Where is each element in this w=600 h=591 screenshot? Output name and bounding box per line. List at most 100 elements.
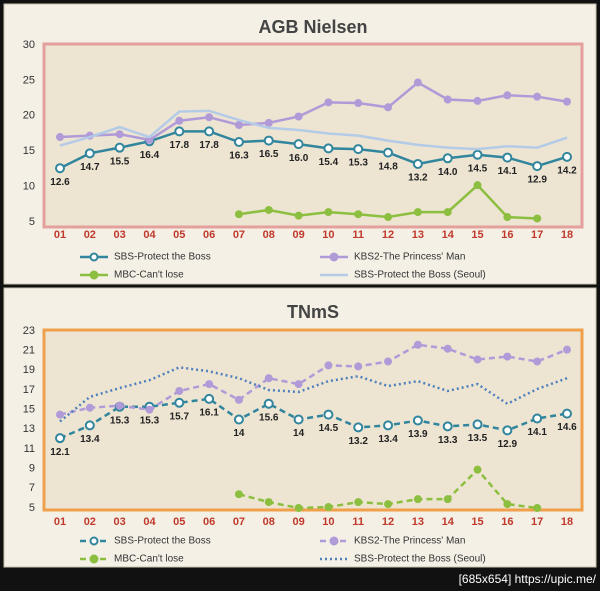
x-tick-label: 13 [412, 516, 424, 528]
x-tick-label: 04 [143, 516, 156, 528]
marker [443, 95, 452, 104]
marker [413, 78, 422, 87]
marker [175, 116, 184, 125]
y-tick-label: 11 [24, 443, 35, 455]
x-tick-label: 01 [54, 516, 66, 528]
x-tick-label: 17 [531, 516, 543, 528]
value-label: 14.0 [438, 167, 458, 178]
y-tick-label: 15 [23, 145, 35, 157]
marker [412, 415, 423, 426]
marker [145, 135, 154, 144]
legend-marker [89, 252, 99, 262]
marker [473, 465, 482, 474]
marker [503, 91, 512, 100]
x-tick-label: 15 [471, 229, 483, 241]
x-tick-label: 16 [501, 516, 513, 528]
x-tick-label: 18 [561, 229, 573, 241]
x-tick-label: 10 [322, 516, 334, 528]
x-tick-label: 10 [322, 229, 334, 241]
marker [204, 126, 215, 137]
marker [294, 380, 303, 389]
y-tick-label: 17 [23, 384, 35, 396]
legend-label: SBS-Protect the Boss [114, 536, 211, 547]
marker [324, 98, 333, 107]
marker [234, 395, 243, 404]
marker [472, 149, 483, 160]
y-tick-label: 19 [23, 364, 35, 376]
marker [502, 425, 513, 436]
x-tick-label: 09 [292, 229, 304, 241]
value-label: 13.4 [378, 434, 398, 445]
marker [294, 112, 303, 121]
value-label: 14.2 [557, 166, 577, 177]
series-line [59, 366, 568, 423]
marker [384, 500, 393, 509]
marker [263, 135, 274, 146]
x-tick-label: 14 [442, 229, 455, 241]
x-tick-label: 14 [442, 516, 455, 528]
marker [563, 345, 571, 354]
y-tick-label: 13 [23, 423, 35, 435]
legend-marker [89, 536, 99, 546]
marker [532, 161, 543, 172]
marker [532, 413, 543, 424]
value-label: 14 [293, 428, 305, 439]
marker [56, 133, 64, 142]
value-label: 16.5 [259, 149, 279, 160]
marker [353, 422, 364, 433]
x-tick-label: 07 [233, 516, 245, 528]
legend-label: SBS-Protect the Boss (Seoul) [354, 554, 486, 565]
value-label: 13.4 [80, 434, 100, 445]
chart-title: TNmS [287, 302, 339, 322]
marker [354, 362, 363, 371]
x-tick-label: 12 [382, 229, 394, 241]
marker [503, 213, 512, 222]
marker [503, 500, 512, 509]
marker [234, 121, 243, 130]
marker [384, 357, 393, 366]
y-tick-label: 21 [23, 345, 35, 357]
value-label: 12.1 [50, 447, 70, 458]
chart-title: AGB Nielsen [258, 17, 367, 37]
y-tick-label: 7 [29, 482, 35, 494]
x-tick-label: 17 [531, 229, 543, 241]
value-label: 16.0 [289, 153, 309, 164]
marker [264, 374, 273, 383]
marker [264, 498, 273, 507]
y-tick-label: 9 [29, 463, 35, 475]
x-tick-label: 13 [412, 229, 424, 241]
plot-area [42, 328, 584, 512]
value-label: 13.5 [468, 433, 488, 444]
series-line [59, 81, 568, 142]
legend-marker [89, 270, 99, 280]
value-label: 15.7 [170, 411, 190, 422]
x-tick-label: 03 [114, 229, 126, 241]
marker [205, 113, 214, 122]
x-tick-label: 06 [203, 516, 215, 528]
legend-label: SBS-Protect the Boss [114, 252, 211, 263]
series-line [59, 343, 568, 416]
x-tick-label: 09 [292, 516, 304, 528]
marker [563, 97, 571, 106]
marker [293, 414, 304, 425]
marker [234, 210, 243, 219]
value-label: 15.3 [349, 158, 369, 169]
marker [533, 357, 542, 366]
value-label: 13.3 [438, 435, 458, 446]
value-label: 12.6 [50, 177, 70, 188]
marker [294, 211, 303, 220]
marker [354, 99, 363, 108]
marker [383, 420, 394, 431]
marker [84, 420, 95, 431]
y-tick-label: 5 [29, 502, 35, 514]
value-label: 14.5 [319, 423, 339, 434]
marker [503, 352, 512, 361]
value-label: 13.2 [349, 436, 369, 447]
legend-marker [329, 252, 339, 262]
marker [562, 151, 572, 162]
x-tick-label: 06 [203, 229, 215, 241]
marker [263, 398, 274, 409]
value-label: 14.8 [378, 161, 398, 172]
value-label: 14.1 [527, 427, 547, 438]
marker [533, 504, 542, 512]
